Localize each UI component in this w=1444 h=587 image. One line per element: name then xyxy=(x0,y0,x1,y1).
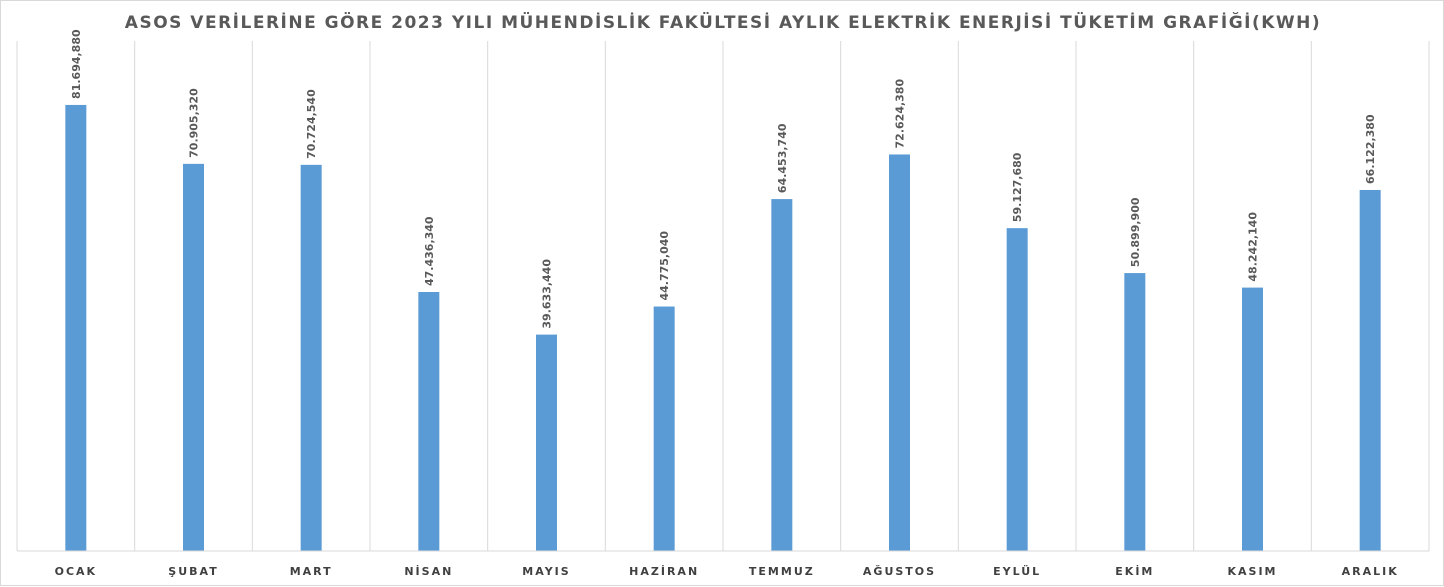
bar-12 xyxy=(1359,189,1381,551)
bar-11 xyxy=(1242,287,1263,551)
data-label-12: 66.122,380 xyxy=(1364,114,1377,184)
category-label-7: TEMMUZ xyxy=(749,565,815,578)
data-label-8: 72.624,380 xyxy=(894,79,907,149)
data-label-1: 81.694,880 xyxy=(70,29,83,99)
category-label-9: EYLÜL xyxy=(993,564,1041,578)
category-label-5: MAYIS xyxy=(522,565,570,578)
bar-6 xyxy=(653,306,675,551)
bar-7 xyxy=(771,199,793,551)
data-label-9: 59.127,680 xyxy=(1011,152,1024,222)
bar-8 xyxy=(889,154,910,551)
bar-2 xyxy=(183,163,204,552)
category-label-11: KASIM xyxy=(1228,565,1278,578)
category-label-3: MART xyxy=(290,565,333,578)
data-label-2: 70.905,320 xyxy=(188,88,201,158)
bar-10 xyxy=(1124,273,1146,551)
data-label-10: 50.899,900 xyxy=(1129,197,1142,267)
bar-3 xyxy=(300,164,322,552)
data-label-7: 64.453,740 xyxy=(776,123,789,193)
category-label-4: NİSAN xyxy=(404,564,453,578)
data-label-6: 44.775,040 xyxy=(658,231,671,301)
bar-5 xyxy=(536,334,557,551)
category-label-2: ŞUBAT xyxy=(168,565,218,578)
category-label-10: EKİM xyxy=(1115,564,1154,578)
bar-9 xyxy=(1006,228,1028,551)
data-label-11: 48.242,140 xyxy=(1247,212,1260,282)
data-label-3: 70.724,540 xyxy=(305,89,318,159)
category-label-12: ARALIK xyxy=(1342,565,1399,578)
chart-title: ASOS VERİLERİNE GÖRE 2023 YILI MÜHENDİSL… xyxy=(124,13,1322,33)
bar-4 xyxy=(418,291,440,551)
bar-1 xyxy=(65,104,87,551)
x-axis: OCAK ŞUBAT MART NİSAN MAYIS HAZİRAN TEMMUZ AĞUS… xyxy=(17,550,1429,578)
category-label-1: OCAK xyxy=(55,565,97,578)
data-label-5: 39.633,440 xyxy=(541,259,554,329)
bars xyxy=(65,104,1381,552)
data-labels: 81.694,880 70.905,320 70.724,540 47.436,340… xyxy=(70,29,1377,329)
category-label-8: AĞUSTOS xyxy=(863,565,936,578)
grid-lines xyxy=(16,41,1430,551)
category-label-6: HAZİRAN xyxy=(629,564,699,578)
data-label-4: 47.436,340 xyxy=(423,216,436,286)
